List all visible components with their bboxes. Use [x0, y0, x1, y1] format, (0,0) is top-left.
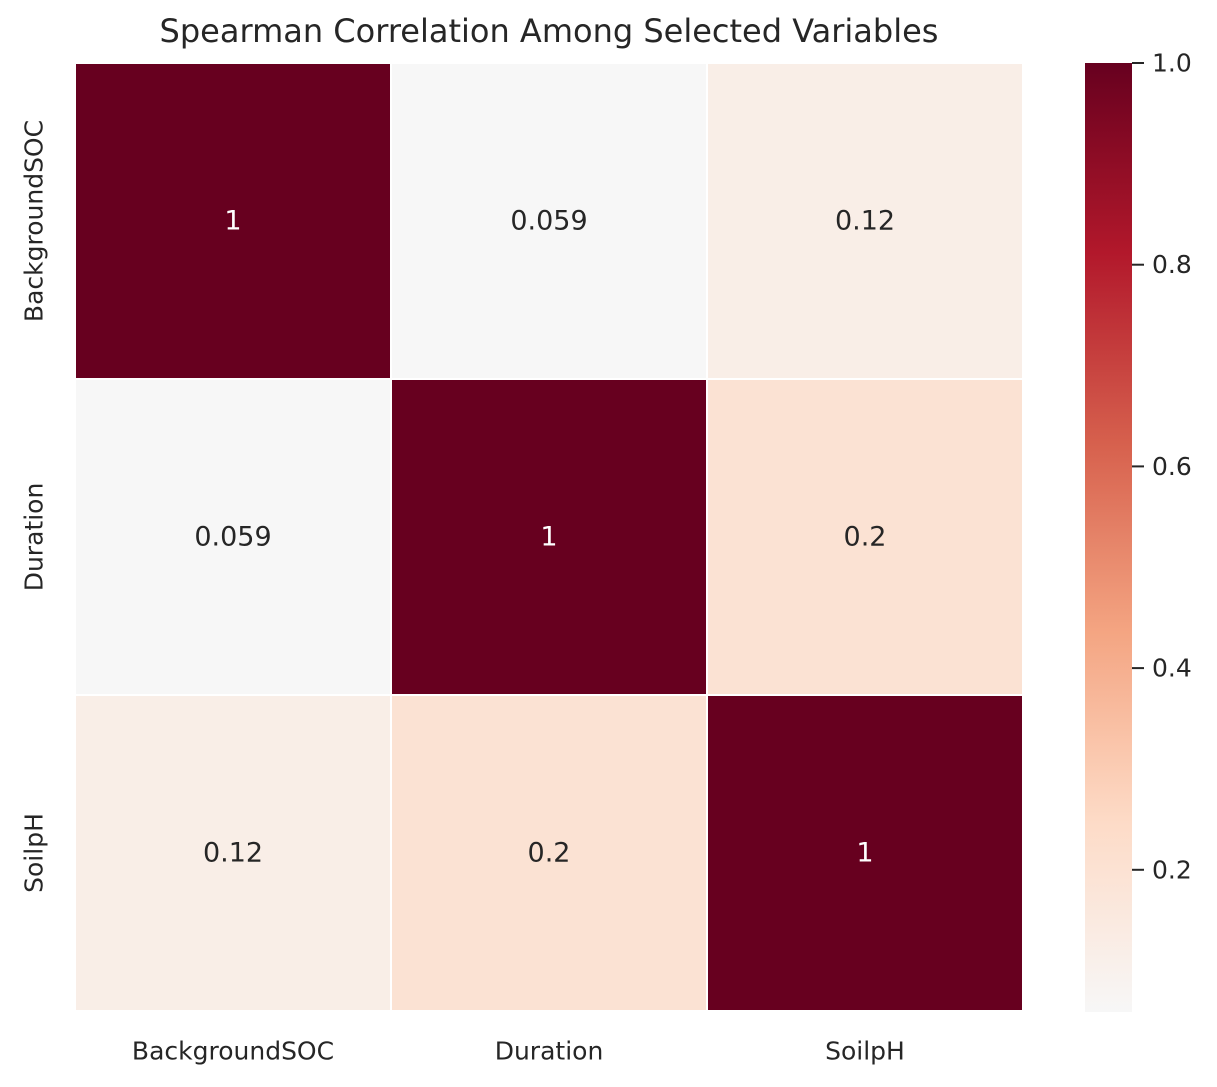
y-tick-label: BackgroundSOC — [20, 120, 49, 322]
x-tick-label: BackgroundSOC — [132, 1037, 334, 1066]
colorbar-tick-label: 0.2 — [1152, 855, 1192, 884]
heatmap-cell — [74, 62, 392, 380]
y-axis-tick-labels: BackgroundSOC Duration SoilpH — [20, 120, 49, 893]
heatmap-cell — [390, 694, 708, 1012]
heatmap-cell — [390, 62, 708, 380]
cell-annotation: 1 — [224, 206, 241, 237]
x-tick-label: SoilpH — [825, 1037, 905, 1066]
colorbar-tick-label: 0.8 — [1152, 250, 1192, 279]
y-tick-label: Duration — [20, 483, 49, 592]
cell-annotation: 0.059 — [510, 206, 587, 237]
cell-annotation: 0.2 — [844, 522, 887, 553]
heatmap-cell — [74, 694, 392, 1012]
x-axis-tick-labels: BackgroundSOC Duration SoilpH — [132, 1037, 905, 1066]
cell-annotation: 0.2 — [528, 838, 571, 869]
chart-title: Spearman Correlation Among Selected Vari… — [159, 12, 939, 50]
colorbar: 0.2 0.4 0.6 0.8 1.0 — [1085, 49, 1192, 1012]
heatmap-cell — [706, 694, 1024, 1012]
colorbar-gradient — [1085, 63, 1132, 1012]
heatmap-cell — [706, 62, 1024, 380]
colorbar-tick-label: 1.0 — [1152, 49, 1192, 78]
heatmap-cells — [74, 62, 1024, 1012]
cell-annotation: 0.059 — [194, 522, 271, 553]
cell-annotation: 0.12 — [203, 838, 263, 869]
cell-annotation: 1 — [540, 522, 557, 553]
cell-annotations: 1 0.059 0.12 0.059 1 0.2 0.12 0.2 1 — [194, 206, 895, 869]
cell-annotation: 1 — [856, 838, 873, 869]
y-tick-label: SoilpH — [20, 813, 49, 893]
colorbar-tick-label: 0.4 — [1152, 654, 1192, 683]
heatmap-cell — [74, 378, 392, 696]
colorbar-tick-label: 0.6 — [1152, 452, 1192, 481]
x-tick-label: Duration — [495, 1037, 604, 1066]
cell-annotation: 0.12 — [835, 206, 895, 237]
